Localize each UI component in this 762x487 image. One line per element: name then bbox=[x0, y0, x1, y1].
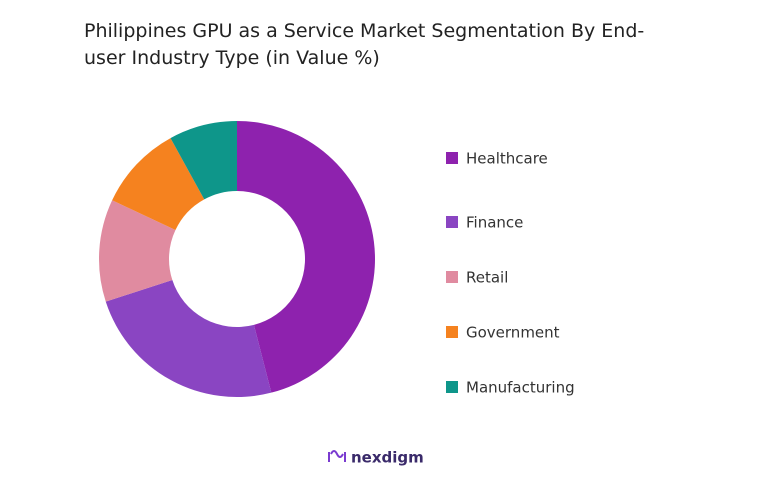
legend-swatch bbox=[446, 271, 458, 283]
legend-label: Finance bbox=[466, 214, 523, 232]
legend-swatch bbox=[446, 216, 458, 228]
donut-slice bbox=[105, 280, 272, 397]
logo-icon bbox=[328, 450, 346, 462]
legend-swatch bbox=[446, 381, 458, 393]
legend-label: Government bbox=[466, 324, 560, 342]
donut-slice bbox=[170, 121, 237, 200]
donut-slice bbox=[99, 200, 176, 302]
legend-label: Manufacturing bbox=[466, 379, 575, 397]
chart-title: Philippines GPU as a Service Market Segm… bbox=[84, 20, 645, 69]
legend-label: Retail bbox=[466, 269, 508, 287]
legend-label: Healthcare bbox=[466, 150, 548, 168]
donut-slice bbox=[112, 138, 205, 231]
logo-text: nexdigm bbox=[351, 449, 424, 467]
donut-slice bbox=[237, 121, 376, 393]
legend-swatch bbox=[446, 326, 458, 338]
legend-swatch bbox=[446, 152, 458, 164]
